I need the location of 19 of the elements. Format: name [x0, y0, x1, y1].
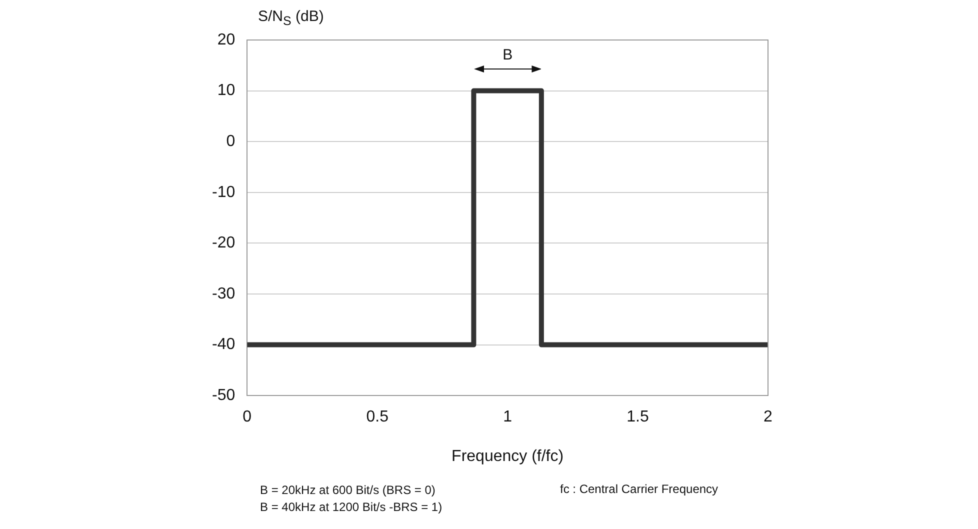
y-tick-label: -20 [212, 234, 236, 252]
x-tick-label: 1.5 [626, 408, 649, 426]
x-axis-title: Frequency (f/fc) [452, 448, 564, 465]
x-tick-label: 0.5 [366, 408, 389, 426]
y-tick-label: 20 [217, 31, 236, 48]
y-tick-label: -40 [212, 336, 236, 354]
y-axis-title: S/N$_{S}$ (dB) [258, 8, 324, 28]
x-tick-label: 1 [503, 408, 512, 426]
y-tick-label: -50 [212, 387, 236, 404]
text: B = 40kHz at 1200 Bit/s -BRS = 1) [260, 499, 442, 516]
x-tick-label: 2 [764, 408, 773, 426]
text: B = 20kHz at 600 Bit/s (BRS = 0) [260, 482, 436, 499]
y-tick-label: 10 [217, 82, 236, 100]
text: fc : Central Carrier Frequency [560, 482, 718, 496]
y-tick-label: -10 [212, 184, 236, 201]
y-tick-label: -30 [212, 285, 236, 302]
x-tick-label: 0 [242, 408, 252, 426]
annotation: B [502, 46, 513, 64]
y-tick-label: 0 [226, 133, 236, 150]
